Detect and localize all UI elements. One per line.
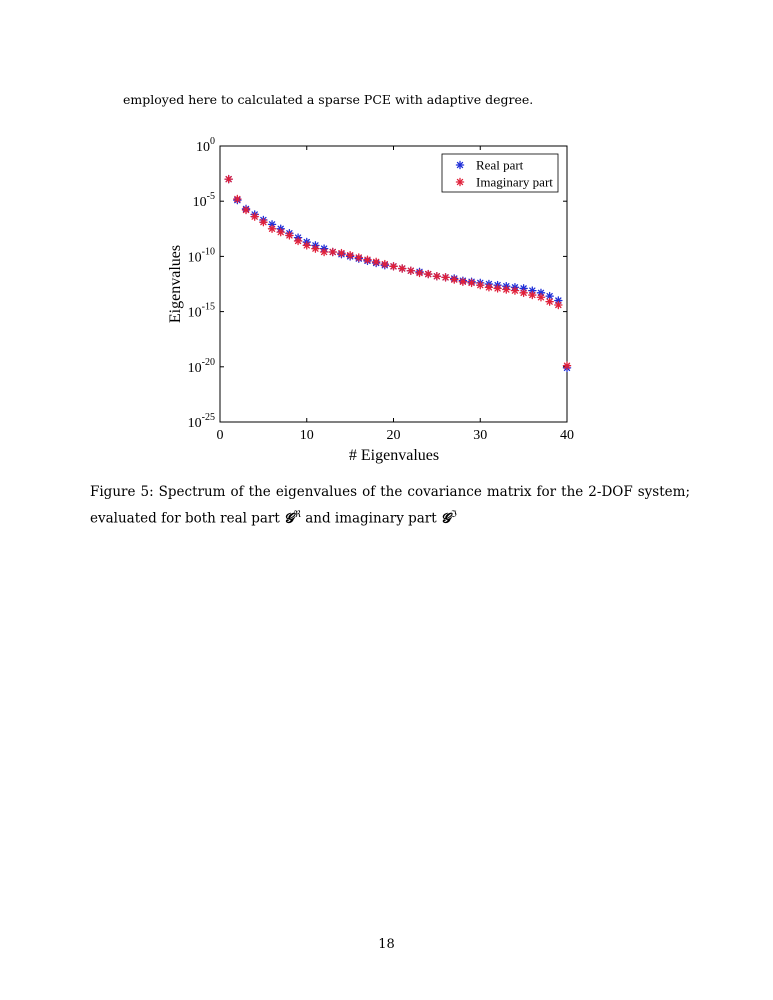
figure-caption: Figure 5: Spectrum of the eigenvalues of… (90, 481, 690, 531)
imaginary-part-symbol: 𝓖 (440, 510, 451, 527)
point-imaginary (250, 212, 259, 221)
point-imaginary (233, 194, 242, 204)
point-imaginary (311, 244, 320, 253)
point-imaginary (345, 251, 355, 260)
point-real (519, 284, 528, 293)
point-imaginary (423, 269, 433, 279)
y-axis-label: Eigenvalues (167, 245, 184, 323)
legend-label: Imaginary part (476, 175, 553, 190)
point-imaginary (536, 292, 546, 302)
legend-box (441, 153, 559, 193)
point-imaginary (475, 280, 485, 290)
page-number: 18 (378, 937, 395, 952)
point-imaginary (502, 285, 511, 294)
point-imaginary (406, 266, 416, 276)
legend: Real part Imaginary part (441, 153, 559, 193)
point-imaginary (441, 273, 450, 282)
caption-prefix: Figure 5: Spectrum of the eigenvalues of… (90, 484, 690, 527)
y-tick-label: 10-25 (188, 412, 215, 431)
point-imaginary (519, 288, 528, 298)
point-imaginary (389, 262, 398, 271)
point-imaginary (432, 272, 442, 281)
point-imaginary (415, 268, 424, 278)
point-imaginary (285, 231, 294, 240)
legend-label: Real part (476, 158, 524, 173)
point-imaginary (545, 297, 554, 306)
point-imaginary (554, 300, 563, 310)
point-imaginary (259, 217, 268, 227)
point-imaginary (276, 227, 285, 237)
imaginary-part-superscript: ℑ (450, 510, 457, 520)
real-part-superscript: ℜ (293, 510, 301, 520)
x-tick-label: 40 (560, 428, 574, 443)
tick-labels: 0 10 20 30 40 100 10-5 10-10 10-15 10-20 10-25 (188, 136, 574, 443)
point-imaginary (562, 361, 572, 370)
y-tick-label: 100 (196, 136, 215, 155)
y-tick-label: 10-5 (193, 191, 215, 210)
legend-marker (455, 160, 465, 170)
data-points (224, 174, 572, 373)
point-imaginary (302, 241, 312, 250)
real-part-symbol: 𝓖 (284, 510, 294, 527)
point-imaginary (319, 247, 329, 257)
x-tick-label: 10 (300, 428, 314, 443)
point-imaginary (363, 255, 372, 264)
point-imaginary (241, 205, 251, 215)
point-imaginary (371, 257, 381, 267)
point-imaginary (528, 290, 537, 300)
x-tick-label: 0 (217, 428, 224, 443)
point-imaginary (224, 174, 233, 184)
point-imaginary (510, 286, 520, 295)
point-imaginary (493, 284, 502, 293)
point-imaginary (267, 224, 277, 234)
x-axis-label: # Eigenvalues (349, 447, 439, 464)
y-tick-label: 10-20 (188, 357, 215, 376)
point-imaginary (328, 247, 338, 257)
point-imaginary (397, 264, 407, 273)
point-real (528, 286, 537, 295)
point-imaginary (449, 275, 459, 284)
point-imaginary (337, 248, 346, 258)
point-imaginary (354, 253, 364, 262)
caption-middle: and imaginary part (300, 510, 441, 527)
legend-marker (455, 177, 465, 187)
y-tick-label: 10-15 (188, 302, 215, 321)
axes (219, 145, 568, 423)
eigenvalue-spectrum-chart: 0 10 20 30 40 100 10-5 10-10 10-15 10-20 10-25 Rea… (167, 136, 574, 464)
point-imaginary (484, 283, 494, 292)
x-tick-label: 30 (473, 428, 487, 443)
point-imaginary (467, 278, 476, 288)
point-imaginary (458, 277, 468, 287)
y-tick-label: 10-10 (188, 246, 215, 265)
series-real-part (224, 174, 572, 373)
body-text-line: employed here to calculated a sparse PCE… (123, 92, 534, 107)
point-imaginary (380, 259, 390, 269)
point-real (545, 291, 554, 301)
series-imaginary-part (224, 174, 572, 370)
point-imaginary (293, 236, 303, 246)
x-tick-label: 20 (387, 428, 401, 443)
